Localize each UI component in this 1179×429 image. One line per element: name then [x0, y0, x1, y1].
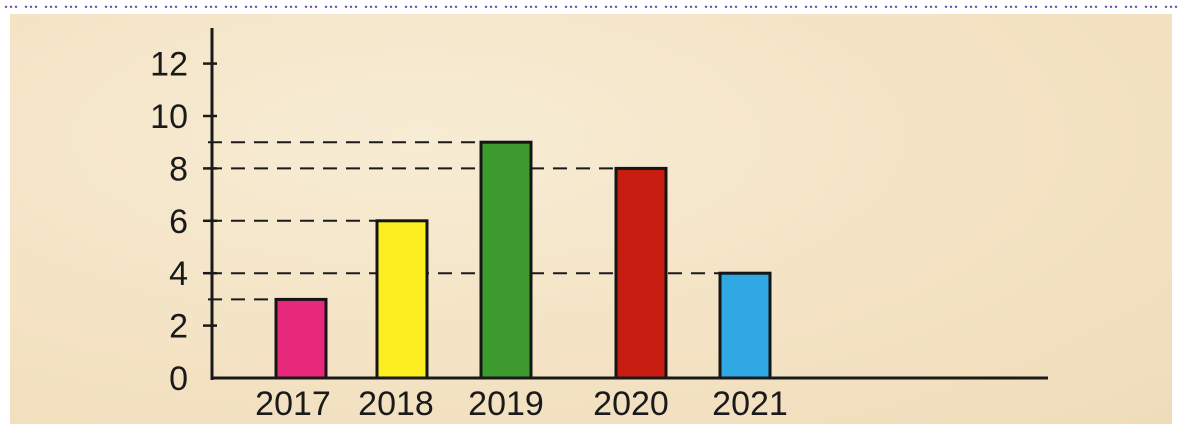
- y-tick-label-6: 6: [169, 203, 188, 241]
- bar-2020: [614, 166, 668, 380]
- x-label-2021: 2021: [712, 385, 788, 423]
- x-label-2018: 2018: [358, 385, 434, 423]
- x-label-2017: 2017: [255, 385, 331, 423]
- x-labels: 2017 2018 2019 2020 2021: [255, 385, 788, 423]
- bars: [274, 140, 772, 380]
- y-tick-label-2: 2: [169, 308, 188, 346]
- bar-2017: [274, 297, 328, 380]
- y-ticks: 0 2 4 6 8 10 12: [150, 46, 217, 398]
- y-tick-label-4: 4: [169, 255, 188, 293]
- caption-text: ... ... ... ... ... ... ... ... ... ... …: [4, 0, 1179, 13]
- y-tick-label-0: 0: [169, 360, 188, 398]
- y-tick-label-12: 12: [150, 46, 188, 84]
- y-tick-label-8: 8: [169, 150, 188, 188]
- caption-strip: ... ... ... ... ... ... ... ... ... ... …: [0, 0, 1179, 14]
- chart-background: [10, 14, 1172, 424]
- bar-2018: [375, 219, 429, 380]
- bar-2021: [718, 271, 772, 380]
- bar-2019: [479, 140, 533, 380]
- y-tick-label-10: 10: [150, 98, 188, 136]
- x-label-2020: 2020: [593, 385, 669, 423]
- axes: [210, 28, 1048, 380]
- x-label-2019: 2019: [468, 385, 544, 423]
